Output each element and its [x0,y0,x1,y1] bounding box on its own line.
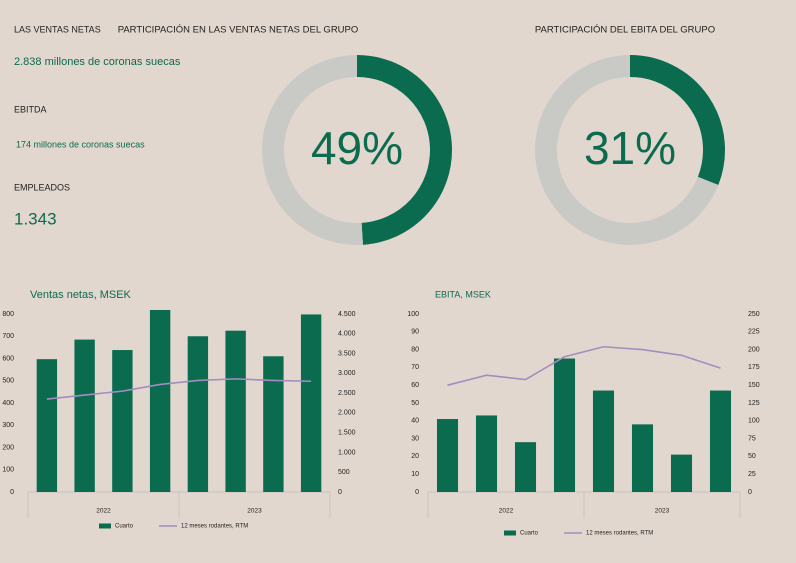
bar [74,339,95,492]
y2-tick-label: 4.500 [338,311,356,318]
bar [670,454,693,492]
y2-tick-label: 2.500 [338,390,356,397]
bar [631,424,654,492]
y-tick-label: 100 [407,311,419,318]
y2-tick-label: 50 [748,453,756,460]
bar [263,356,284,492]
bar [300,314,322,492]
y2-tick-label: 3.500 [338,350,356,357]
y-tick-label: 500 [2,378,14,385]
legend-label: Cuarto [520,531,539,537]
y2-tick-label: 250 [748,311,760,318]
chart-title: EBITA, MSEK [435,289,491,299]
y-tick-label: 80 [411,346,419,353]
y2-tick-label: 200 [748,346,760,353]
y-tick-label: 100 [2,467,14,474]
y-tick-label: 30 [411,435,419,442]
bar [592,390,615,492]
y2-tick-label: 175 [748,364,760,371]
y2-tick-label: 500 [338,469,350,476]
x-group-label: 2023 [247,508,262,515]
bar [553,358,576,492]
bar [36,359,58,492]
y-tick-label: 400 [2,400,14,407]
bar [112,350,133,492]
y-tick-label: 70 [411,364,419,371]
donut-segment [535,55,719,245]
y2-tick-label: 4.000 [338,331,356,338]
y2-tick-label: 125 [748,400,760,407]
chart-title: PARTICIPACIÓN EN LAS VENTAS NETAS DEL GR… [118,25,359,36]
donut-center-label: 31% [584,122,676,174]
y2-tick-label: 1.500 [338,430,356,437]
y2-tick-label: 25 [748,471,756,478]
y-tick-label: 40 [411,418,419,425]
kpi-label: EBITDA [14,104,47,114]
donut-segment [356,55,452,245]
legend-label: Cuarto [115,524,134,530]
kpi-value: 174 millones de coronas suecas [16,139,145,149]
y-tick-label: 20 [411,453,419,460]
kpi-value: 1.343 [14,209,57,228]
x-group-label: 2023 [655,508,670,515]
y-tick-label: 60 [411,382,419,389]
legend-swatch [504,530,516,536]
y-tick-label: 800 [2,311,14,318]
bar [225,330,246,492]
y2-tick-label: 3.000 [338,370,356,377]
bar [436,419,459,492]
x-group-label: 2022 [96,508,111,515]
donut-center-label: 49% [311,122,403,174]
y-tick-label: 0 [10,489,14,496]
legend-swatch [99,523,111,529]
kpi-label: LAS VENTAS NETAS [14,24,101,34]
rtm-line [46,378,312,400]
rtm-line [447,345,721,386]
y-tick-label: 0 [415,489,419,496]
kpi-label: EMPLEADOS [14,182,70,192]
bar [709,390,732,492]
y-tick-label: 90 [411,329,419,336]
y2-tick-label: 100 [748,418,760,425]
y-tick-label: 300 [2,422,14,429]
legend-label: 12 meses rodantes, RTM [181,524,248,530]
chart-title: Ventas netas, MSEK [30,289,132,301]
chart-title: PARTICIPACIÓN DEL EBITA DEL GRUPO [535,25,715,36]
bar [514,442,537,492]
legend-label: 12 meses rodantes, RTM [586,531,653,537]
y2-tick-label: 1.000 [338,449,356,456]
donut-segment [262,55,363,245]
bar [475,415,498,492]
y2-tick-label: 0 [338,489,342,496]
y-tick-label: 10 [411,471,419,478]
donut-segment [629,55,725,185]
y2-tick-label: 225 [748,329,760,336]
kpi-value: 2.838 millones de coronas suecas [14,56,181,68]
y-tick-label: 600 [2,355,14,362]
x-group-label: 2022 [499,508,514,515]
y-tick-label: 50 [411,400,419,407]
y2-tick-label: 75 [748,435,756,442]
bar [149,309,171,492]
bar [187,336,209,492]
y-tick-label: 200 [2,444,14,451]
y2-tick-label: 2.000 [338,410,356,417]
y2-tick-label: 150 [748,382,760,389]
y2-tick-label: 0 [748,489,752,496]
y-tick-label: 700 [2,333,14,340]
